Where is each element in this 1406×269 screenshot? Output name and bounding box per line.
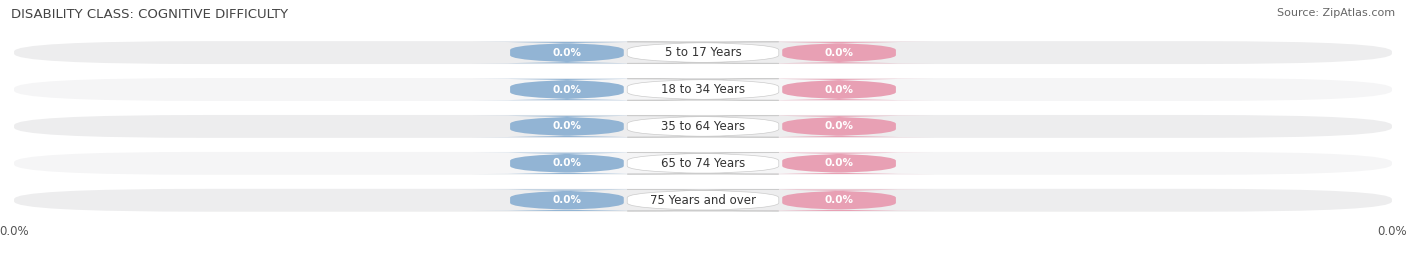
Text: DISABILITY CLASS: COGNITIVE DIFFICULTY: DISABILITY CLASS: COGNITIVE DIFFICULTY — [11, 8, 288, 21]
Text: 0.0%: 0.0% — [824, 195, 853, 205]
FancyBboxPatch shape — [472, 190, 662, 211]
FancyBboxPatch shape — [627, 153, 779, 174]
FancyBboxPatch shape — [744, 42, 934, 63]
Text: 75 Years and over: 75 Years and over — [650, 194, 756, 207]
FancyBboxPatch shape — [14, 41, 1392, 64]
Text: Source: ZipAtlas.com: Source: ZipAtlas.com — [1277, 8, 1395, 18]
Text: 18 to 34 Years: 18 to 34 Years — [661, 83, 745, 96]
FancyBboxPatch shape — [744, 79, 934, 100]
Text: 0.0%: 0.0% — [824, 158, 853, 168]
FancyBboxPatch shape — [14, 152, 1392, 175]
FancyBboxPatch shape — [472, 116, 662, 137]
Text: 0.0%: 0.0% — [553, 158, 582, 168]
Text: 65 to 74 Years: 65 to 74 Years — [661, 157, 745, 170]
FancyBboxPatch shape — [744, 190, 934, 211]
Text: 5 to 17 Years: 5 to 17 Years — [665, 46, 741, 59]
FancyBboxPatch shape — [14, 115, 1392, 138]
FancyBboxPatch shape — [744, 116, 934, 137]
Text: 35 to 64 Years: 35 to 64 Years — [661, 120, 745, 133]
FancyBboxPatch shape — [627, 116, 779, 137]
FancyBboxPatch shape — [744, 153, 934, 174]
Text: 0.0%: 0.0% — [553, 121, 582, 132]
FancyBboxPatch shape — [472, 79, 662, 100]
Text: 0.0%: 0.0% — [553, 195, 582, 205]
FancyBboxPatch shape — [472, 42, 662, 63]
FancyBboxPatch shape — [14, 189, 1392, 212]
Text: 0.0%: 0.0% — [824, 84, 853, 94]
FancyBboxPatch shape — [627, 190, 779, 211]
Text: 0.0%: 0.0% — [824, 48, 853, 58]
FancyBboxPatch shape — [14, 78, 1392, 101]
FancyBboxPatch shape — [627, 79, 779, 100]
Text: 0.0%: 0.0% — [824, 121, 853, 132]
Text: 0.0%: 0.0% — [553, 48, 582, 58]
FancyBboxPatch shape — [627, 42, 779, 63]
Text: 0.0%: 0.0% — [553, 84, 582, 94]
FancyBboxPatch shape — [472, 153, 662, 174]
